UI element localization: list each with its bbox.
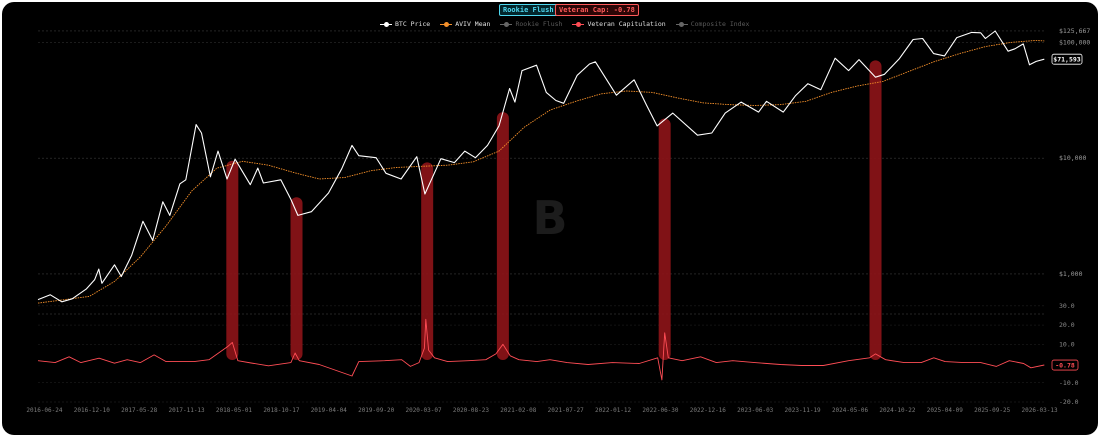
veteran-capitulation-line: [37, 318, 1045, 381]
oscillator-tick-label: -20.0: [1059, 398, 1079, 406]
x-tick-label: 2019-04-04: [311, 407, 348, 414]
legend-label: Composite Index: [690, 20, 750, 28]
chart-legend: BTC Price AVIV Mean Rookie Flush Veteran…: [380, 20, 749, 28]
legend-item-composite-index[interactable]: Composite Index: [675, 20, 750, 28]
legend-swatch-dot: [575, 21, 581, 27]
capitulation-bar: [658, 118, 671, 361]
x-tick-label: 2017-11-13: [169, 407, 206, 414]
x-tick-label: 2016-06-24: [26, 407, 63, 414]
oscillator-last-value-label: -0.78: [1055, 362, 1075, 370]
legend-item-btc-price[interactable]: BTC Price: [380, 20, 430, 28]
x-tick-label: 2022-12-16: [690, 407, 727, 414]
btc-price-line: [37, 30, 1045, 303]
capitulation-bar: [496, 112, 509, 361]
legend-swatch-dot: [679, 21, 685, 27]
x-tick-label: 2018-10-17: [263, 407, 300, 414]
x-tick-label: 2020-03-07: [405, 407, 442, 414]
legend-swatch-btc-price: [380, 21, 392, 27]
x-tick-label: 2024-10-22: [879, 407, 916, 414]
oscillator-tick-label: -10.0: [1059, 379, 1079, 387]
oscillator-tick-label: 30.0: [1059, 302, 1075, 310]
legend-swatch-dot: [383, 21, 389, 27]
x-tick-label: 2023-11-19: [785, 407, 822, 414]
legend-swatch-composite-index: [675, 21, 688, 27]
x-tick-label: 2025-09-25: [974, 407, 1011, 414]
legend-swatch-veteran-capitulation: [572, 21, 585, 27]
legend-label: Rookie Flush: [515, 20, 563, 28]
x-tick-label: 2018-05-01: [216, 407, 253, 414]
price-last-value-box: [1051, 53, 1083, 65]
x-tick-label: 2019-09-20: [358, 407, 395, 414]
oscillator-tick-label: 10.0: [1059, 340, 1075, 348]
x-tick-label: 2025-04-09: [927, 407, 964, 414]
x-tick-label: 2021-07-27: [548, 407, 585, 414]
aviv-mean-line: [37, 39, 1045, 304]
oscillator-last-value-box: [1051, 359, 1079, 371]
x-tick-label: 2021-02-08: [500, 407, 537, 414]
legend-label: BTC Price: [395, 20, 431, 28]
x-tick-label: 2024-05-06: [832, 407, 869, 414]
price-tick-label: $1,000: [1059, 270, 1083, 278]
legend-item-rookie-flush[interactable]: Rookie Flush: [500, 20, 562, 28]
legend-swatch-rookie-flush: [500, 21, 513, 27]
x-tick-label: 2023-06-03: [737, 407, 774, 414]
oscillator-tick-label: 20.0: [1059, 321, 1075, 329]
watermark-logo: B: [532, 191, 567, 245]
capitulation-bar: [869, 60, 882, 361]
legend-swatch-aviv-mean: [440, 21, 453, 27]
price-tick-label: $125,667: [1059, 27, 1090, 35]
legend-label: Veteran Capitulation: [587, 20, 666, 28]
x-tick-label: 2026-03-13: [1021, 407, 1058, 414]
legend-swatch-dot: [443, 21, 449, 27]
capitulation-bar: [421, 162, 434, 360]
x-tick-label: 2017-05-28: [121, 407, 158, 414]
price-last-value-label: $71,593: [1053, 56, 1080, 64]
capitulation-bar: [226, 160, 239, 360]
x-tick-label: 2022-06-30: [642, 407, 679, 414]
x-tick-label: 2016-12-10: [74, 407, 111, 414]
legend-label: AVIV Mean: [455, 20, 491, 28]
legend-item-aviv-mean[interactable]: AVIV Mean: [440, 20, 490, 28]
x-tick-label: 2020-08-23: [453, 407, 490, 414]
price-tick-label: $10,000: [1059, 154, 1086, 162]
legend-item-veteran-capitulation[interactable]: Veteran Capitulation: [572, 20, 666, 28]
x-tick-label: 2022-01-12: [595, 407, 632, 414]
capitulation-bar: [290, 197, 303, 360]
legend-swatch-dot: [503, 21, 509, 27]
price-tick-label: $100,000: [1059, 38, 1090, 46]
veteran-cap-badge: Veteran Cap: -0.78: [555, 4, 639, 16]
